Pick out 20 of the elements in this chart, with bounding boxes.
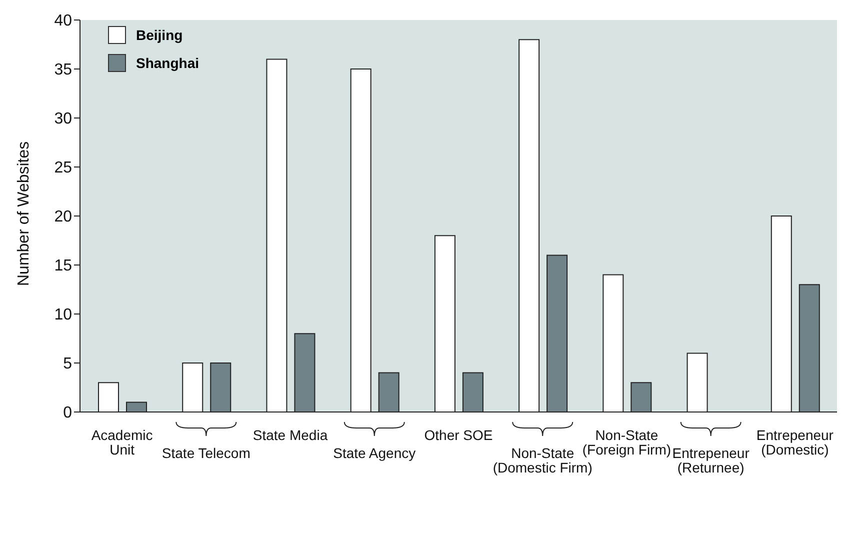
x-tick-label: Other SOE — [424, 426, 493, 443]
y-tick-label: 15 — [54, 258, 72, 275]
y-tick-label: 30 — [54, 110, 72, 128]
legend-label: Shanghai — [136, 55, 200, 71]
x-tick-label: State Agency — [333, 444, 416, 461]
x-tick-label: State Telecom — [162, 444, 250, 461]
y-tick-label: 5 — [63, 356, 72, 373]
y-axis-title: Number of Websites — [16, 141, 33, 286]
x-tick-label: Non-State (Foreign Firm) — [582, 426, 672, 458]
y-tick-label: 20 — [54, 208, 72, 226]
x-tick-label: Academic Unit — [91, 426, 153, 458]
legend-label: Beijing — [136, 27, 183, 43]
x-tick-label: Entrepeneur (Returnee) — [672, 444, 750, 476]
y-tick-label: 0 — [63, 404, 72, 422]
y-tick-label: 10 — [54, 306, 72, 324]
y-tick-label: 35 — [54, 62, 72, 79]
x-tick-label: Entrepeneur (Domestic) — [756, 426, 834, 458]
y-tick-label: 40 — [54, 12, 72, 30]
x-tick-label: State Media — [252, 426, 328, 443]
y-tick-label: 25 — [54, 160, 72, 177]
